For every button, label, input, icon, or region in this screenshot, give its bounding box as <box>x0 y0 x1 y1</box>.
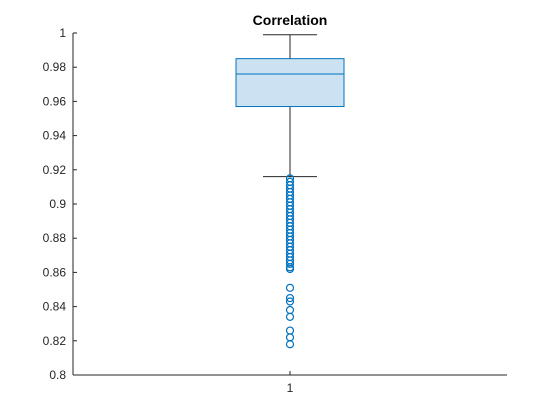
y-tick-label: 0.96 <box>43 94 67 108</box>
outlier-point <box>285 264 295 274</box>
outlier-point <box>285 333 295 342</box>
outlier-point <box>285 259 295 268</box>
y-tick-label: 0.82 <box>43 334 67 348</box>
axes: 0.8 0.82 0.84 0.86 0.88 0.9 0.92 0.94 0.96 0.98 1 1 <box>43 26 507 395</box>
outlier-point <box>285 312 295 321</box>
y-tick-label: 0.84 <box>43 300 67 314</box>
y-tick-label: 0.86 <box>43 265 67 279</box>
x-tick-label: 1 <box>287 381 294 395</box>
outlier-point <box>285 305 295 315</box>
y-tick-label: 0.94 <box>43 129 67 143</box>
y-tick-label: 0.92 <box>43 163 67 177</box>
y-tick-label: 0.98 <box>43 60 67 74</box>
y-tick-label: 0.9 <box>49 197 66 211</box>
outlier-point <box>285 293 295 303</box>
y-tick-label: 0.88 <box>43 231 67 245</box>
outlier-point <box>285 283 295 292</box>
outlier-point <box>285 297 295 306</box>
outlier-point <box>285 326 295 335</box>
y-tick-label: 0.8 <box>49 368 66 382</box>
y-tick-label: 1 <box>59 26 66 40</box>
outlier-point <box>285 340 295 349</box>
plot-area <box>235 34 345 349</box>
chart-title: Correlation <box>253 12 328 28</box>
box-iqr <box>235 58 345 108</box>
